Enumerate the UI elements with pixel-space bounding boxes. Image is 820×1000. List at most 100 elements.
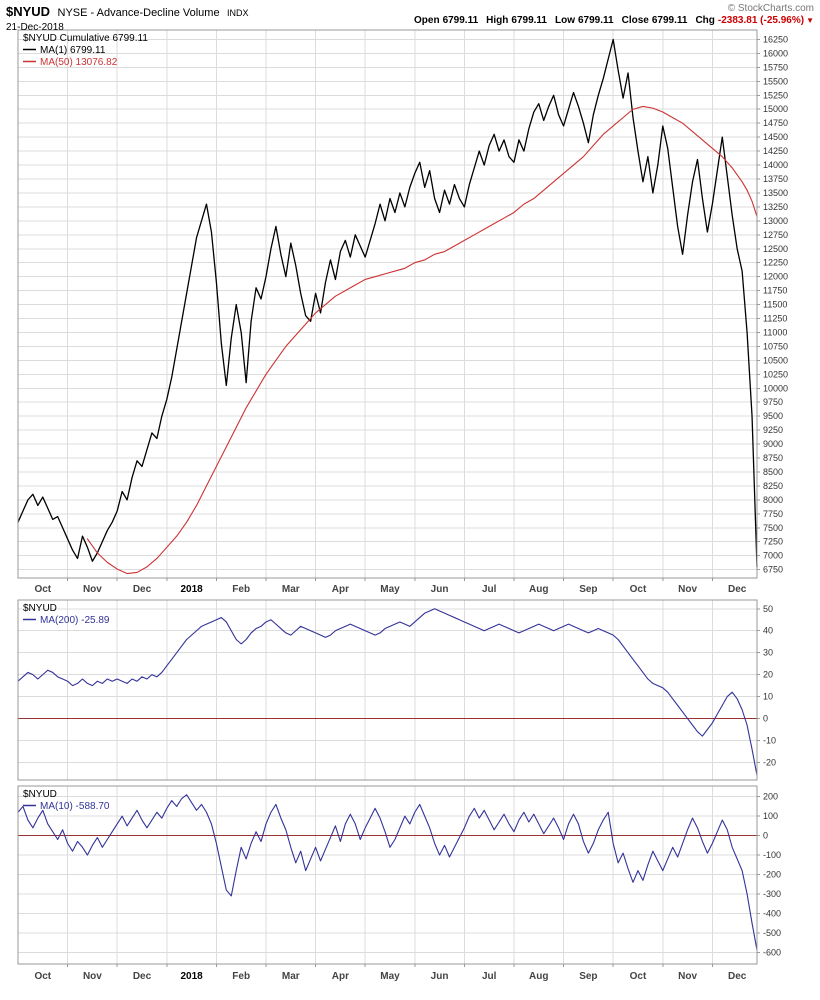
- x-month-label: Sep: [579, 584, 597, 595]
- panel-main: 6750 7000 7250 7500 7750 8000 8250 8500 8750 9000…: [17, 29, 788, 595]
- y-tick-label: 20: [763, 670, 773, 680]
- x-month-label: Nov: [83, 584, 102, 595]
- y-tick-label: 15500: [763, 76, 788, 86]
- x-month-label: Aug: [529, 971, 548, 982]
- y-tick-label: 12500: [763, 244, 788, 254]
- y-tick-label: -100: [763, 850, 781, 860]
- chart-header: $NYUD NYSE - Advance-Decline Volume INDX…: [6, 3, 814, 33]
- y-tick-label: 16000: [763, 48, 788, 58]
- y-tick-label: -200: [763, 870, 781, 880]
- x-month-label: Dec: [133, 971, 152, 982]
- y-tick-label: 13500: [763, 188, 788, 198]
- x-month-label: Jul: [482, 584, 497, 595]
- y-tick-label: 12000: [763, 272, 788, 282]
- y-tick-label: 9750: [763, 397, 783, 407]
- quote-row: Open 6799.11 High 6799.11 Low 6799.11 Close 679…: [406, 15, 814, 26]
- x-month-label: Jul: [482, 971, 497, 982]
- y-tick-label: 6750: [763, 565, 783, 575]
- x-month-label: 2018: [180, 971, 203, 982]
- quote-label: Close: [621, 15, 649, 26]
- y-tick-label: -500: [763, 928, 781, 938]
- x-month-label: May: [380, 584, 400, 595]
- y-tick-label: 10750: [763, 341, 788, 351]
- chart-date: 21-Dec-2018: [6, 22, 64, 33]
- panel-background: [18, 600, 757, 780]
- x-month-label: Sep: [579, 971, 597, 982]
- panel-frame: [17, 599, 758, 781]
- y-tick-label: 9000: [763, 439, 783, 449]
- exchange-type: INDX: [227, 8, 249, 18]
- symbol-label: $NYUD: [6, 4, 51, 19]
- legend-label: MA(1) 6799.11: [40, 45, 106, 56]
- legend-label: MA(10) -588.70: [40, 801, 110, 812]
- quote-label: Open: [414, 15, 440, 26]
- x-month-label: Mar: [282, 584, 300, 595]
- y-tick-label: 15250: [763, 90, 788, 100]
- x-month-label: Aug: [529, 584, 548, 595]
- y-tick-label: 12250: [763, 258, 788, 268]
- y-tick-label: 14000: [763, 160, 788, 170]
- y-tick-label: -10: [763, 735, 776, 745]
- y-tick-label: 13000: [763, 216, 788, 226]
- x-month-label: Jun: [431, 584, 449, 595]
- x-month-label: Apr: [332, 584, 349, 595]
- series-nyud-cumulative: [17, 38, 758, 568]
- x-month-label: Feb: [232, 971, 250, 982]
- y-tick-label: 10000: [763, 383, 788, 393]
- y-tick-label: 10500: [763, 355, 788, 365]
- quote-label: High: [486, 15, 509, 26]
- y-tick-label: -600: [763, 947, 781, 957]
- y-tick-label: 0: [763, 831, 768, 841]
- x-month-label: Oct: [630, 584, 647, 595]
- y-tick-label: 16250: [763, 34, 788, 44]
- quote-value: -2383.81 (-25.96%): [717, 15, 805, 26]
- quote-value: 6799.11: [578, 15, 614, 26]
- x-month-label: Jun: [431, 971, 449, 982]
- x-month-label: Feb: [232, 584, 250, 595]
- y-tick-label: 200: [763, 792, 778, 802]
- y-tick-label: 100: [763, 811, 778, 821]
- legend-label: $NYUD: [23, 789, 57, 800]
- x-month-label: Oct: [630, 971, 647, 982]
- header-left: $NYUD NYSE - Advance-Decline Volume INDX…: [6, 3, 249, 33]
- panel-frame: [17, 29, 758, 579]
- panel-lower: -600 -500 -400 -300 -200 -100 0 100 200 Oct Nov Dec…: [17, 785, 781, 982]
- quote-value: 6799.11: [651, 15, 688, 26]
- index-name: NYSE - Advance-Decline Volume: [57, 7, 220, 19]
- x-month-label: Dec: [728, 971, 747, 982]
- title-row: $NYUD NYSE - Advance-Decline Volume INDX: [6, 3, 249, 21]
- legend-label: MA(200) -25.89: [40, 615, 110, 626]
- x-month-label: Dec: [728, 584, 747, 595]
- y-tick-label: 11500: [763, 300, 787, 310]
- x-month-label: Nov: [83, 971, 102, 982]
- y-tick-label: 7750: [763, 509, 783, 519]
- x-month-label: Apr: [332, 971, 349, 982]
- y-tick-label: 11250: [763, 314, 787, 324]
- change-direction-icon: ▼: [806, 16, 814, 25]
- legend-label: $NYUD Cumulative 6799.11: [23, 33, 148, 44]
- y-tick-label: 15750: [763, 62, 788, 72]
- y-tick-label: 7000: [763, 551, 783, 561]
- quote-bar: Open 6799.11 High 6799.11 Low 6799.11 Close 679…: [406, 15, 804, 26]
- x-month-label: Dec: [133, 584, 152, 595]
- series-ma200: [17, 608, 758, 776]
- y-tick-label: 11000: [763, 327, 787, 337]
- quote-label: Low: [555, 15, 575, 26]
- y-tick-label: 11750: [763, 286, 787, 296]
- x-month-label: Oct: [34, 971, 51, 982]
- y-tick-label: 12750: [763, 230, 788, 240]
- y-tick-label: 8250: [763, 481, 783, 491]
- y-tick-label: 13750: [763, 174, 788, 184]
- y-tick-label: 30: [763, 648, 773, 658]
- y-tick-label: 10: [763, 692, 773, 702]
- series-ma50: [86, 105, 758, 575]
- y-tick-label: 9250: [763, 425, 783, 435]
- x-month-label: May: [380, 971, 400, 982]
- quote-label: Chg: [695, 15, 715, 26]
- y-tick-label: 8500: [763, 467, 783, 477]
- y-tick-label: 50: [763, 604, 773, 614]
- y-tick-label: 8750: [763, 453, 783, 463]
- y-tick-label: 9500: [763, 411, 783, 421]
- y-tick-label: 14750: [763, 118, 788, 128]
